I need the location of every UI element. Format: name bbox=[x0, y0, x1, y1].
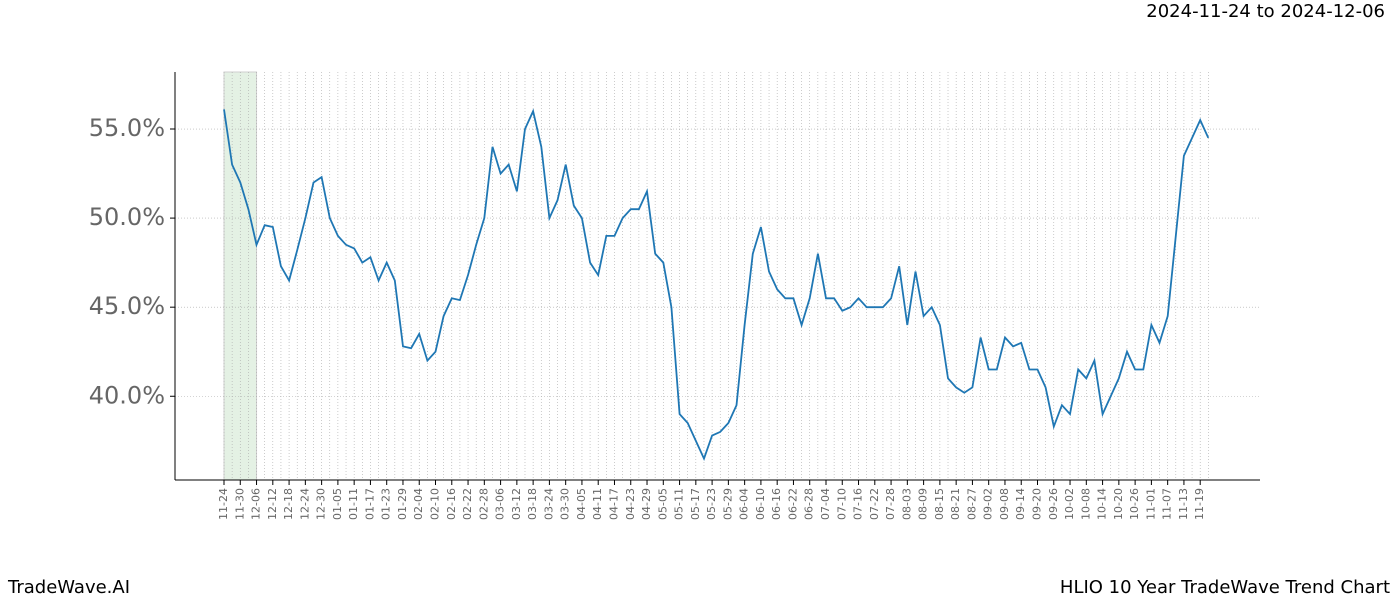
x-tick-label: 08-27 bbox=[965, 488, 978, 520]
x-tick-label: 08-21 bbox=[949, 488, 962, 520]
x-tick-label: 09-14 bbox=[1014, 488, 1027, 520]
x-tick-label: 10-26 bbox=[1128, 488, 1141, 520]
x-tick-label: 02-22 bbox=[461, 488, 474, 520]
x-tick-label: 03-06 bbox=[494, 488, 507, 520]
x-tick-label: 12-24 bbox=[298, 488, 311, 520]
x-tick-label: 09-26 bbox=[1047, 488, 1060, 520]
x-tick-label: 06-28 bbox=[803, 488, 816, 520]
x-tick-label: 12-06 bbox=[250, 488, 263, 520]
x-tick-label: 06-04 bbox=[738, 488, 751, 520]
x-tick-label: 05-05 bbox=[656, 488, 669, 520]
x-tick-label: 01-29 bbox=[396, 488, 409, 520]
x-tick-label: 01-05 bbox=[331, 488, 344, 520]
x-tick-label: 07-22 bbox=[868, 488, 881, 520]
x-tick-label: 11-30 bbox=[233, 488, 246, 520]
x-tick-label: 06-10 bbox=[754, 488, 767, 520]
x-tick-label: 04-29 bbox=[640, 488, 653, 520]
x-tick-label: 07-10 bbox=[835, 488, 848, 520]
trend-line bbox=[223, 108, 1210, 461]
x-tick-label: 05-29 bbox=[721, 488, 734, 520]
y-tick-label: 40.0% bbox=[89, 381, 165, 409]
x-tick-label: 11-13 bbox=[1177, 488, 1190, 520]
x-tick-label: 11-24 bbox=[217, 488, 230, 520]
x-tick-label: 05-11 bbox=[673, 488, 686, 520]
x-tick-label: 09-08 bbox=[998, 488, 1011, 520]
x-tick-label: 10-20 bbox=[1112, 488, 1125, 520]
x-tick-label: 04-17 bbox=[607, 488, 620, 520]
x-tick-label: 10-14 bbox=[1096, 488, 1109, 520]
x-tick-label: 04-23 bbox=[624, 488, 637, 520]
x-tick-label: 01-17 bbox=[363, 488, 376, 520]
x-tick-label: 11-07 bbox=[1161, 488, 1174, 520]
x-tick-label: 12-18 bbox=[282, 488, 295, 520]
x-tick-label: 12-30 bbox=[315, 488, 328, 520]
x-tick-label: 10-08 bbox=[1079, 488, 1092, 520]
y-tick-label: 50.0% bbox=[89, 203, 165, 231]
x-tick-label: 06-22 bbox=[786, 488, 799, 520]
x-tick-label: 03-12 bbox=[510, 488, 523, 520]
x-tick-label: 10-02 bbox=[1063, 488, 1076, 520]
x-tick-label: 06-16 bbox=[770, 488, 783, 520]
x-tick-label: 03-24 bbox=[542, 488, 555, 520]
y-tick-label: 45.0% bbox=[89, 292, 165, 320]
x-tick-label: 03-30 bbox=[559, 488, 572, 520]
brand: TradeWave.AI bbox=[7, 577, 130, 598]
y-tick-label: 55.0% bbox=[89, 114, 165, 142]
x-tick-label: 07-28 bbox=[884, 488, 897, 520]
x-tick-label: 09-20 bbox=[1031, 488, 1044, 520]
x-tick-label: 01-11 bbox=[347, 488, 360, 520]
x-tick-label: 03-18 bbox=[526, 488, 539, 520]
x-tick-label: 08-03 bbox=[900, 488, 913, 520]
x-tick-label: 04-11 bbox=[591, 488, 604, 520]
x-tick-label: 01-23 bbox=[380, 488, 393, 520]
x-tick-label: 11-01 bbox=[1144, 488, 1157, 520]
x-tick-label: 02-16 bbox=[445, 488, 458, 520]
x-tick-label: 07-16 bbox=[852, 488, 865, 520]
x-tick-label: 07-04 bbox=[819, 488, 832, 520]
x-tick-label: 05-17 bbox=[689, 488, 702, 520]
date-range: 2024-11-24 to 2024-12-06 bbox=[1146, 1, 1385, 22]
x-tick-label: 04-05 bbox=[575, 488, 588, 520]
x-tick-label: 02-04 bbox=[412, 488, 425, 520]
chart-title: HLIO 10 Year TradeWave Trend Chart bbox=[1060, 577, 1390, 598]
x-tick-label: 11-19 bbox=[1193, 488, 1206, 520]
x-tick-label: 08-09 bbox=[917, 488, 930, 520]
x-tick-label: 02-28 bbox=[477, 488, 490, 520]
x-tick-label: 08-15 bbox=[933, 488, 946, 520]
x-tick-label: 09-02 bbox=[982, 488, 995, 520]
x-tick-label: 05-23 bbox=[705, 488, 718, 520]
x-tick-label: 02-10 bbox=[429, 488, 442, 520]
x-tick-label: 12-12 bbox=[266, 488, 279, 520]
